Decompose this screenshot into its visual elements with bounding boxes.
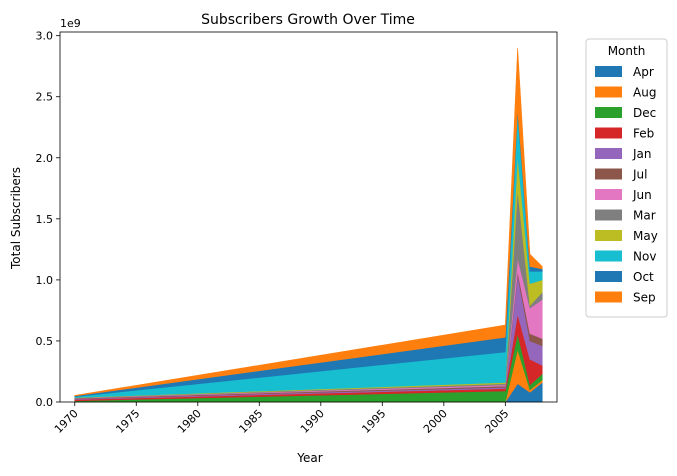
legend-label-jul: Jul bbox=[632, 168, 647, 182]
legend-swatch-nov bbox=[595, 250, 622, 262]
legend-swatch-sep bbox=[595, 291, 622, 303]
legend-label-aug: Aug bbox=[633, 86, 656, 100]
y-tick-label: 1.0 bbox=[36, 274, 54, 287]
legend-swatch-aug bbox=[595, 86, 622, 98]
legend-swatch-dec bbox=[595, 107, 622, 118]
y-tick-label: 3.0 bbox=[36, 30, 54, 43]
legend-label-dec: Dec bbox=[633, 106, 656, 120]
area-sep bbox=[74, 47, 543, 397]
legend-label-nov: Nov bbox=[633, 250, 656, 264]
y-tick-label: 0.0 bbox=[36, 396, 54, 409]
y-tick-label: 1.5 bbox=[36, 213, 54, 226]
legend-label-mar: Mar bbox=[633, 209, 656, 223]
legend-swatch-may bbox=[595, 230, 622, 241]
y-axis: 0.0 0.5 1.0 1.5 2.0 2.5 3.0 bbox=[36, 30, 60, 409]
legend-label-jun: Jun bbox=[632, 188, 652, 202]
legend-swatch-jun bbox=[595, 189, 622, 200]
y-axis-scale-label: 1e9 bbox=[60, 17, 81, 30]
plot-frame bbox=[59, 31, 558, 403]
y-tick-label: 2.0 bbox=[36, 152, 54, 165]
y-tick-label: 0.5 bbox=[36, 335, 54, 348]
legend-swatch-feb bbox=[595, 127, 622, 139]
x-axis-label: Year bbox=[296, 451, 322, 465]
area-series-group bbox=[74, 47, 543, 403]
y-axis-label: Total Subscribers bbox=[9, 167, 23, 270]
legend-label-may: May bbox=[633, 229, 658, 243]
legend-label-oct: Oct bbox=[633, 270, 654, 284]
legend-label-jan: Jan bbox=[632, 147, 652, 161]
legend-swatch-mar bbox=[595, 209, 622, 221]
legend-label-sep: Sep bbox=[633, 291, 656, 305]
legend-swatch-oct bbox=[595, 271, 622, 282]
legend: Month Apr Aug Dec Feb Jan Jul Jun Mar May Nov Oct Se… bbox=[585, 38, 668, 318]
legend-swatch-apr bbox=[595, 66, 622, 77]
legend-title: Month bbox=[608, 44, 646, 58]
legend-swatch-jan bbox=[595, 148, 622, 159]
chart-title: Subscribers Growth Over Time bbox=[201, 12, 415, 28]
legend-swatch-jul bbox=[595, 168, 622, 180]
y-tick-label: 2.5 bbox=[36, 91, 54, 104]
legend-label-apr: Apr bbox=[633, 65, 654, 79]
legend-label-feb: Feb bbox=[633, 127, 654, 141]
